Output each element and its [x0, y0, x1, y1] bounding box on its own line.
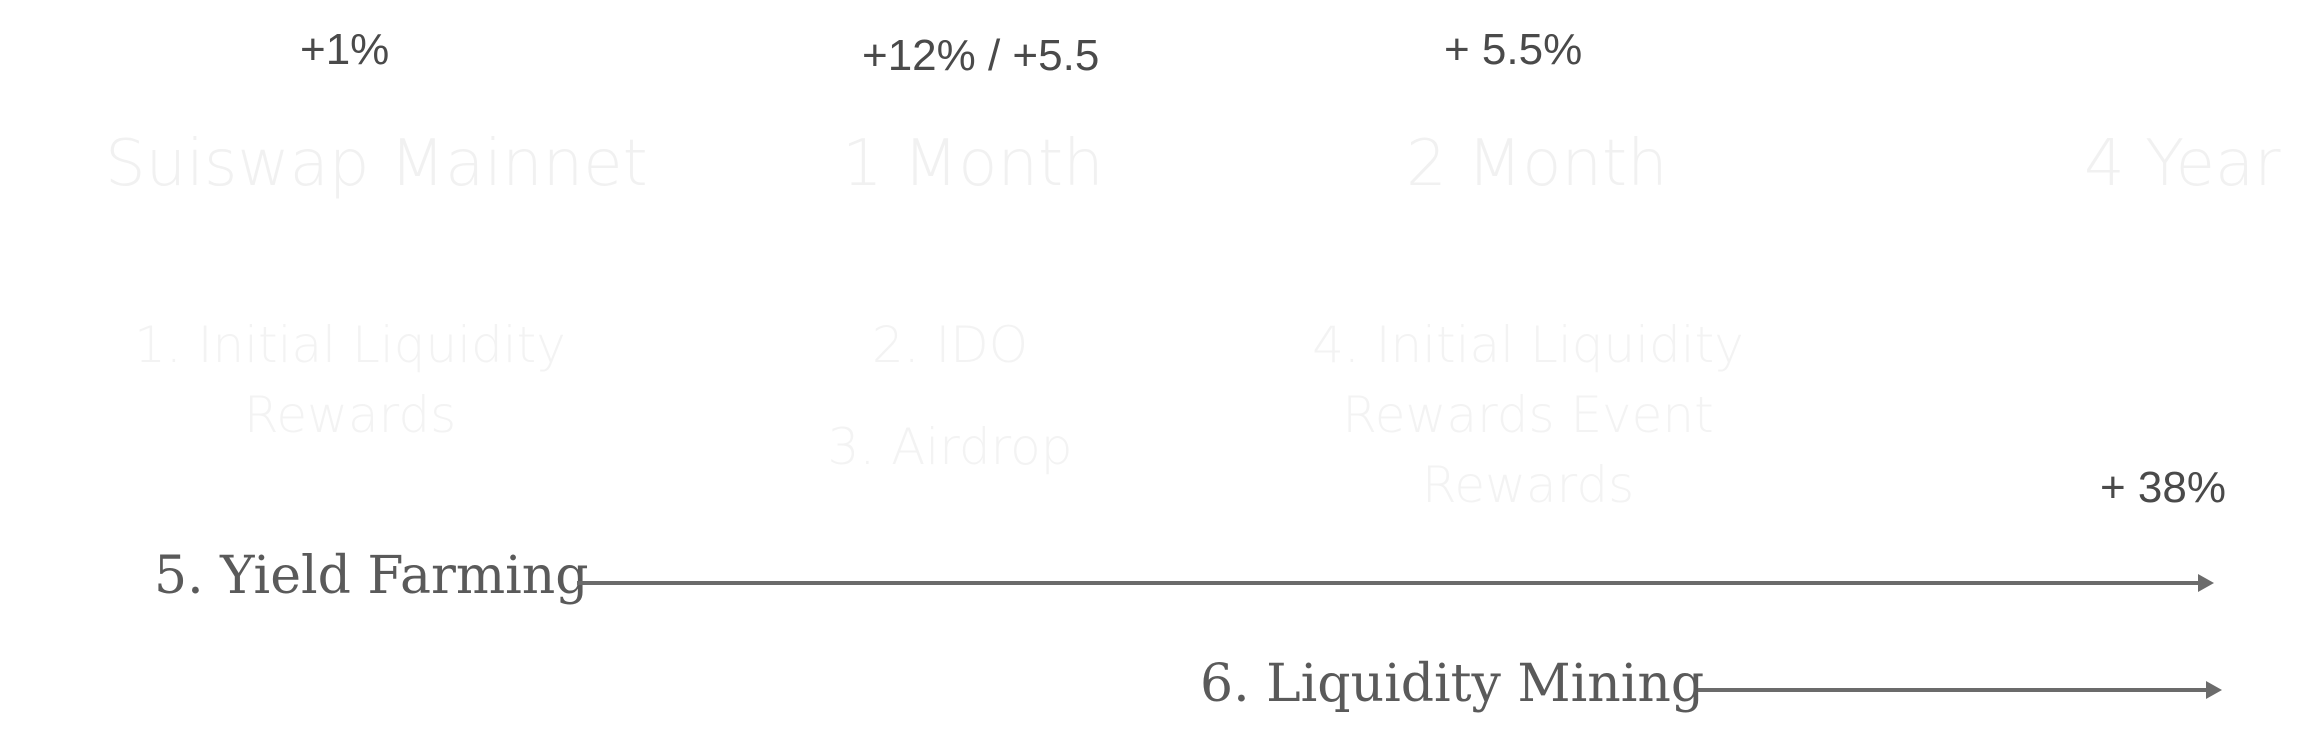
milestone-one-month: 1 Month: [842, 127, 1104, 201]
event-initial-liquidity-event-rewards-line2: Rewards Event: [1342, 386, 1714, 444]
percentage-one-month: +12% / +5.5: [862, 31, 1100, 80]
liquidity-mining-arrowhead: [2206, 681, 2222, 699]
event-initial-liquidity-rewards: 1. Initial Liquidity Rewards: [130, 310, 570, 450]
percentage-two-month: + 5.5%: [1444, 25, 1583, 74]
percentage-mainnet: +1%: [300, 25, 390, 74]
milestone-four-year: 4 Year: [2084, 127, 2281, 201]
event-initial-liquidity-event-rewards: 4. Initial Liquidity Rewards Event Rewar…: [1298, 310, 1758, 520]
event-initial-liquidity-event-rewards-line3: Rewards: [1421, 456, 1635, 514]
event-initial-liquidity-rewards-line2: Rewards: [243, 386, 457, 444]
event-initial-liquidity-rewards-line1: 1. Initial Liquidity: [134, 316, 566, 374]
percentage-four-year: + 38%: [2100, 463, 2226, 512]
track-liquidity-mining: 6. Liquidity Mining: [1200, 654, 1705, 714]
milestone-two-month: 2 Month: [1406, 127, 1668, 201]
event-initial-liquidity-event-rewards-line1: 4. Initial Liquidity: [1312, 316, 1744, 374]
track-yield-farming: 5. Yield Farming: [154, 546, 589, 606]
yield-farming-arrowhead: [2198, 574, 2214, 592]
event-airdrop: 3. Airdrop: [827, 418, 1073, 476]
event-ido: 2. IDO: [871, 316, 1029, 374]
milestone-mainnet: Suiswap Mainnet: [105, 127, 648, 201]
